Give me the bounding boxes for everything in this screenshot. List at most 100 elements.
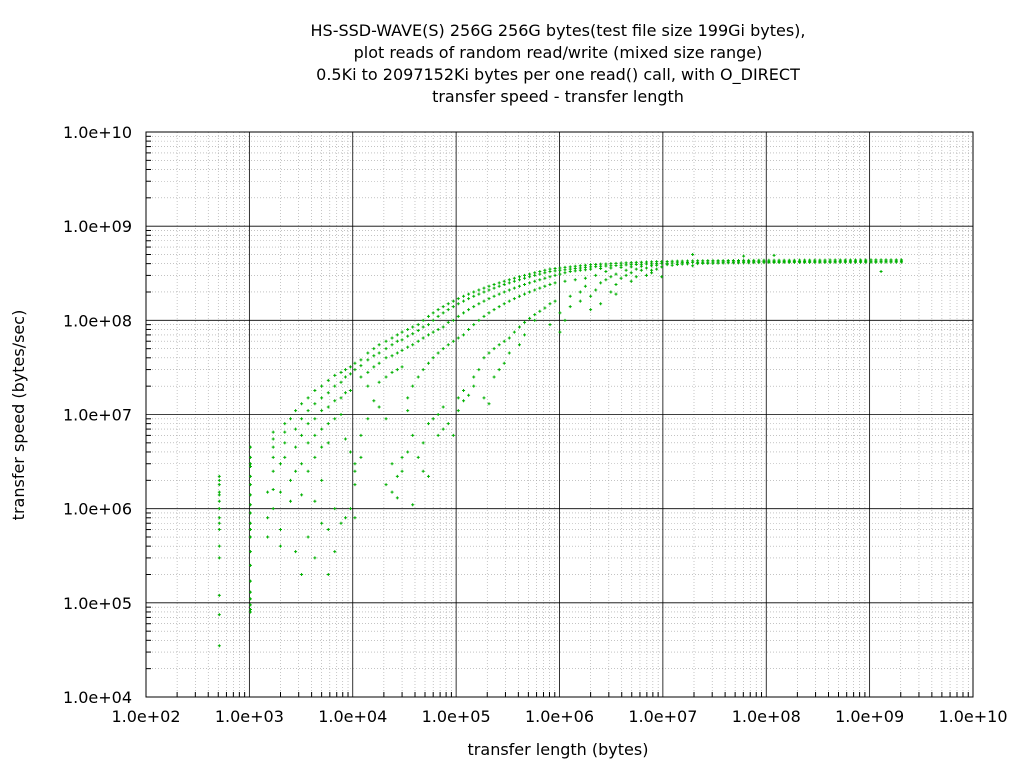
data-point: [320, 478, 324, 482]
data-point: [441, 325, 445, 329]
data-point: [502, 283, 506, 287]
data-point: [217, 528, 221, 532]
data-point: [313, 402, 317, 406]
data-point: [833, 260, 837, 264]
data-point: [333, 417, 337, 421]
data-point: [512, 286, 516, 290]
data-point: [706, 261, 710, 265]
data-point: [543, 271, 547, 275]
data-point: [624, 273, 628, 277]
data-point: [353, 368, 357, 372]
data-point: [487, 288, 491, 292]
data-point: [563, 318, 567, 322]
data-point: [400, 348, 404, 352]
data-point: [431, 417, 435, 421]
data-point: [313, 417, 317, 421]
data-point: [462, 294, 466, 298]
data-point: [278, 462, 282, 466]
data-point: [348, 507, 352, 511]
data-point: [798, 260, 802, 264]
data-point: [578, 268, 582, 272]
data-point: [248, 590, 252, 594]
data-point: [390, 490, 394, 494]
data-point: [400, 469, 404, 473]
data-point: [306, 469, 310, 473]
data-point: [462, 333, 466, 337]
data-point: [578, 299, 582, 303]
data-point: [583, 268, 587, 272]
data-point: [614, 272, 618, 276]
data-point: [792, 260, 796, 264]
data-point: [838, 260, 842, 264]
data-point: [283, 441, 287, 445]
data-point: [313, 388, 317, 392]
data-point: [217, 499, 221, 503]
data-point: [487, 311, 491, 315]
data-point: [436, 327, 440, 331]
data-point: [320, 409, 324, 413]
chart-title-line-4: transfer speed - transfer length: [432, 87, 684, 106]
data-point: [843, 260, 847, 264]
data-point: [462, 299, 466, 303]
data-point: [366, 351, 370, 355]
x-tick-label: 1.0e+08: [732, 707, 801, 726]
data-point: [217, 483, 221, 487]
data-point: [289, 478, 293, 482]
data-point: [701, 261, 705, 265]
data-point: [278, 490, 282, 494]
data-point: [431, 330, 435, 334]
data-point: [313, 499, 317, 503]
data-point: [300, 462, 304, 466]
data-point: [372, 347, 376, 351]
data-point: [359, 375, 363, 379]
data-point: [326, 441, 330, 445]
data-point: [411, 325, 415, 329]
data-point: [271, 507, 275, 511]
data-point: [294, 445, 298, 449]
data-point: [497, 368, 501, 372]
data-point: [523, 283, 527, 287]
data-point: [348, 365, 352, 369]
data-point: [711, 261, 715, 265]
data-point: [859, 260, 863, 264]
data-point: [326, 572, 330, 576]
data-point: [538, 286, 542, 290]
data-point: [217, 490, 221, 494]
data-point: [451, 339, 455, 343]
data-point: [497, 343, 501, 347]
data-point: [359, 364, 363, 368]
data-point: [492, 294, 496, 298]
data-point: [271, 430, 275, 434]
data-point: [406, 396, 410, 400]
data-point: [313, 556, 317, 560]
data-point: [543, 276, 547, 280]
data-point: [644, 273, 648, 277]
data-point: [359, 433, 363, 437]
y-tick-label: 1.0e+06: [63, 500, 132, 519]
data-point: [217, 613, 221, 617]
data-point: [813, 260, 817, 264]
data-point: [306, 422, 310, 426]
data-point: [248, 465, 252, 469]
data-point: [482, 290, 486, 294]
data-point: [306, 409, 310, 413]
data-point: [507, 288, 511, 292]
data-point: [271, 437, 275, 441]
data-point: [326, 528, 330, 532]
data-point: [426, 422, 430, 426]
data-point: [217, 544, 221, 548]
data-point: [456, 302, 460, 306]
data-point: [446, 320, 450, 324]
data-point: [884, 260, 888, 264]
data-point: [507, 299, 511, 303]
data-point: [300, 417, 304, 421]
data-point: [553, 299, 557, 303]
data-point: [497, 281, 501, 285]
data-point: [507, 351, 511, 355]
data-point: [436, 314, 440, 318]
data-point: [411, 503, 415, 507]
x-tick-label: 1.0e+10: [938, 707, 1007, 726]
data-point: [451, 318, 455, 322]
y-tick-label: 1.0e+04: [63, 688, 132, 707]
data-point: [583, 284, 587, 288]
